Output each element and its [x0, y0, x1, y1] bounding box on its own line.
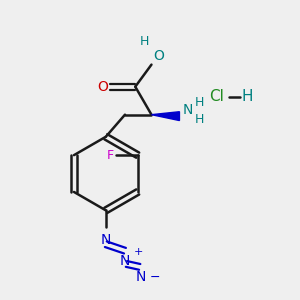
- Polygon shape: [152, 112, 179, 121]
- Text: H: H: [241, 89, 253, 104]
- Text: N: N: [136, 270, 146, 284]
- Text: N: N: [120, 254, 130, 268]
- Text: F: F: [107, 149, 114, 162]
- Text: H: H: [195, 96, 204, 110]
- Text: Cl: Cl: [209, 89, 224, 104]
- Text: +: +: [134, 247, 143, 256]
- Text: O: O: [153, 49, 164, 63]
- Text: H: H: [140, 35, 149, 48]
- Text: H: H: [195, 113, 204, 126]
- Text: O: O: [97, 80, 108, 94]
- Text: N: N: [183, 103, 194, 117]
- Text: −: −: [150, 271, 160, 284]
- Text: N: N: [100, 233, 111, 247]
